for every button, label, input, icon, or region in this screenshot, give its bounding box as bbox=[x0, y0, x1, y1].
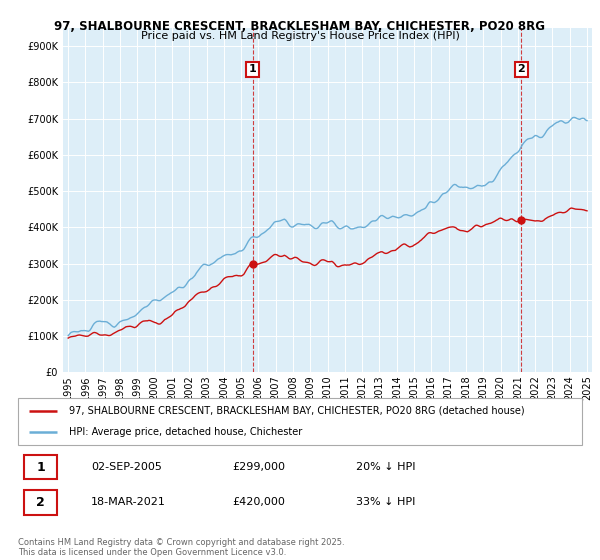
Text: 1: 1 bbox=[249, 64, 257, 74]
Text: £420,000: £420,000 bbox=[232, 497, 285, 507]
Text: 02-SEP-2005: 02-SEP-2005 bbox=[91, 462, 162, 472]
Text: £299,000: £299,000 bbox=[232, 462, 286, 472]
Text: 2: 2 bbox=[36, 496, 45, 509]
Bar bbox=[23, 455, 58, 479]
Text: 97, SHALBOURNE CRESCENT, BRACKLESHAM BAY, CHICHESTER, PO20 8RG (detached house): 97, SHALBOURNE CRESCENT, BRACKLESHAM BAY… bbox=[69, 406, 524, 416]
Text: Contains HM Land Registry data © Crown copyright and database right 2025.
This d: Contains HM Land Registry data © Crown c… bbox=[18, 538, 344, 557]
Text: HPI: Average price, detached house, Chichester: HPI: Average price, detached house, Chic… bbox=[69, 427, 302, 437]
Text: 97, SHALBOURNE CRESCENT, BRACKLESHAM BAY, CHICHESTER, PO20 8RG: 97, SHALBOURNE CRESCENT, BRACKLESHAM BAY… bbox=[55, 20, 545, 32]
Text: 2: 2 bbox=[518, 64, 526, 74]
Text: 20% ↓ HPI: 20% ↓ HPI bbox=[356, 462, 416, 472]
Text: 18-MAR-2021: 18-MAR-2021 bbox=[91, 497, 166, 507]
Text: 33% ↓ HPI: 33% ↓ HPI bbox=[356, 497, 416, 507]
Text: 1: 1 bbox=[36, 461, 45, 474]
Text: Price paid vs. HM Land Registry's House Price Index (HPI): Price paid vs. HM Land Registry's House … bbox=[140, 31, 460, 41]
Bar bbox=[23, 491, 58, 515]
